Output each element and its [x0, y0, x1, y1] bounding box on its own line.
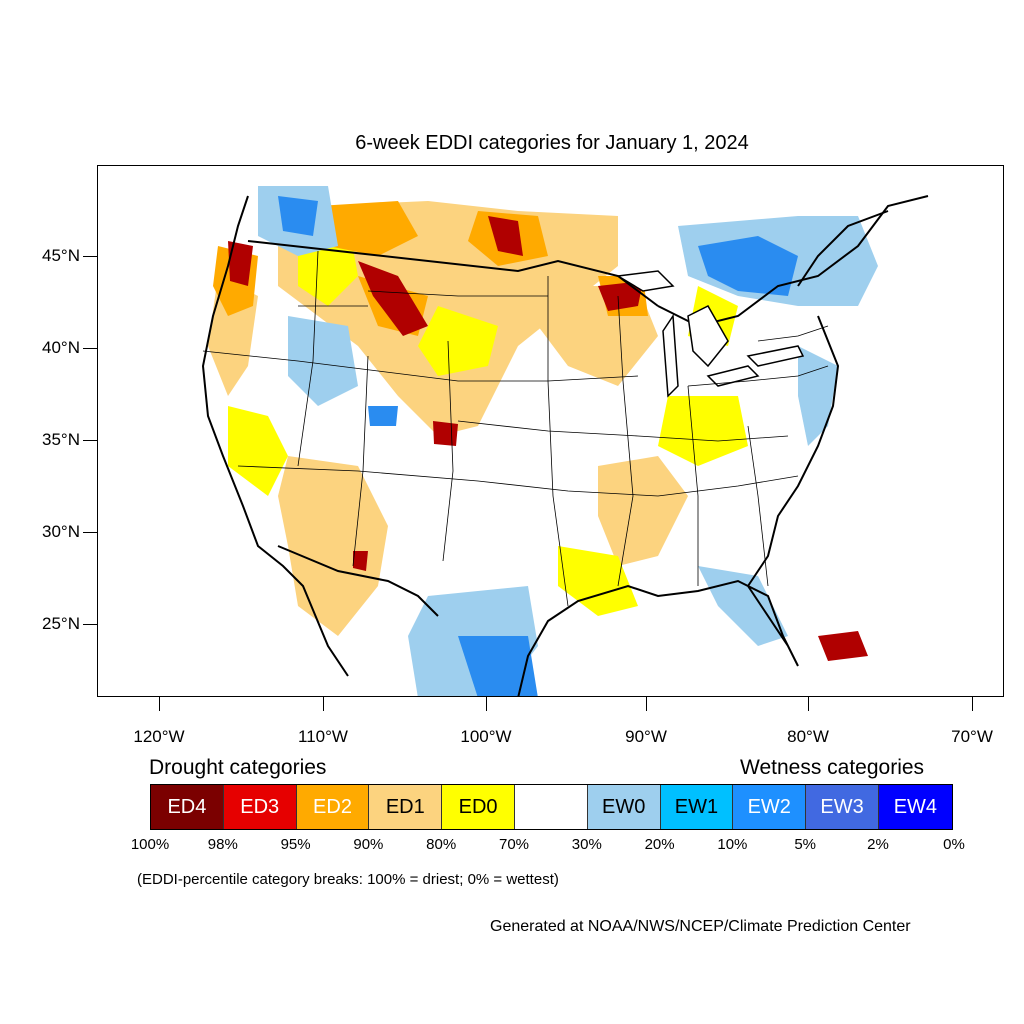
- break-label: 20%: [644, 836, 675, 853]
- ed3-ed4-patches: [228, 216, 868, 661]
- legend-cell-ew2: EW2: [733, 785, 807, 829]
- lon-tick: [808, 697, 809, 711]
- break-label: 98%: [207, 836, 238, 853]
- lat-label-45: 45°N: [42, 246, 80, 265]
- lon-tick: [646, 697, 647, 711]
- category-legend: ED4 ED3 ED2 ED1 ED0 EW0 EW1 EW2 EW3 EW4: [150, 784, 953, 830]
- credit-line: Generated at NOAA/NWS/NCEP/Climate Predi…: [490, 918, 911, 935]
- break-label: 70%: [498, 836, 530, 853]
- great-lakes: [615, 270, 805, 398]
- lon-label-70: 70°W: [951, 727, 993, 746]
- break-label: 5%: [794, 836, 817, 853]
- break-label: 100%: [130, 836, 170, 853]
- state-borders: [202, 250, 829, 607]
- break-label: 95%: [280, 836, 311, 853]
- lat-label-40: 40°N: [42, 338, 80, 357]
- lat-tick: [83, 440, 97, 441]
- lat-tick: [83, 532, 97, 533]
- break-label: 0%: [943, 836, 965, 853]
- legend-cell-neutral: [514, 785, 588, 829]
- lon-label-120: 120°W: [133, 727, 185, 746]
- lon-tick: [972, 697, 973, 711]
- lat-label-35: 35°N: [42, 430, 80, 449]
- break-label: 2%: [867, 836, 889, 853]
- legend-cell-ew1: EW1: [660, 785, 734, 829]
- legend-cell-ew0: EW0: [587, 785, 661, 829]
- lat-tick: [83, 348, 97, 349]
- legend-cell-ed3: ED3: [223, 785, 297, 829]
- legend-cell-ed0: ED0: [442, 785, 515, 829]
- eddi-map: [97, 165, 1004, 697]
- drought-heading: Drought categories: [149, 756, 327, 779]
- legend-cell-ed1: ED1: [369, 785, 443, 829]
- legend-cell-ew4: EW4: [878, 785, 952, 829]
- break-label: 30%: [571, 836, 602, 853]
- lat-tick: [83, 256, 97, 257]
- break-label: 10%: [717, 836, 748, 853]
- lon-tick: [323, 697, 324, 711]
- lon-label-110: 110°W: [298, 727, 348, 746]
- lon-label-90: 90°W: [625, 727, 667, 746]
- lat-label-25: 25°N: [42, 614, 80, 633]
- conus-map: [198, 186, 929, 696]
- ew1-ew3-patches: [278, 196, 798, 696]
- lat-label-30: 30°N: [42, 522, 80, 541]
- lat-tick: [83, 624, 97, 625]
- legend-cell-ed4: ED4: [151, 785, 224, 829]
- breaks-note: (EDDI-percentile category breaks: 100% =…: [137, 871, 559, 888]
- legend-cell-ed2: ED2: [296, 785, 370, 829]
- lon-label-80: 80°W: [787, 727, 829, 746]
- legend-cell-ew3: EW3: [806, 785, 879, 829]
- break-label: 90%: [353, 836, 384, 853]
- lon-tick: [486, 697, 487, 711]
- break-label: 80%: [426, 836, 457, 853]
- map-title: 6-week EDDI categories for January 1, 20…: [355, 132, 749, 154]
- lon-tick: [159, 697, 160, 711]
- wetness-heading: Wetness categories: [740, 756, 925, 779]
- lon-label-100: 100°W: [460, 727, 512, 746]
